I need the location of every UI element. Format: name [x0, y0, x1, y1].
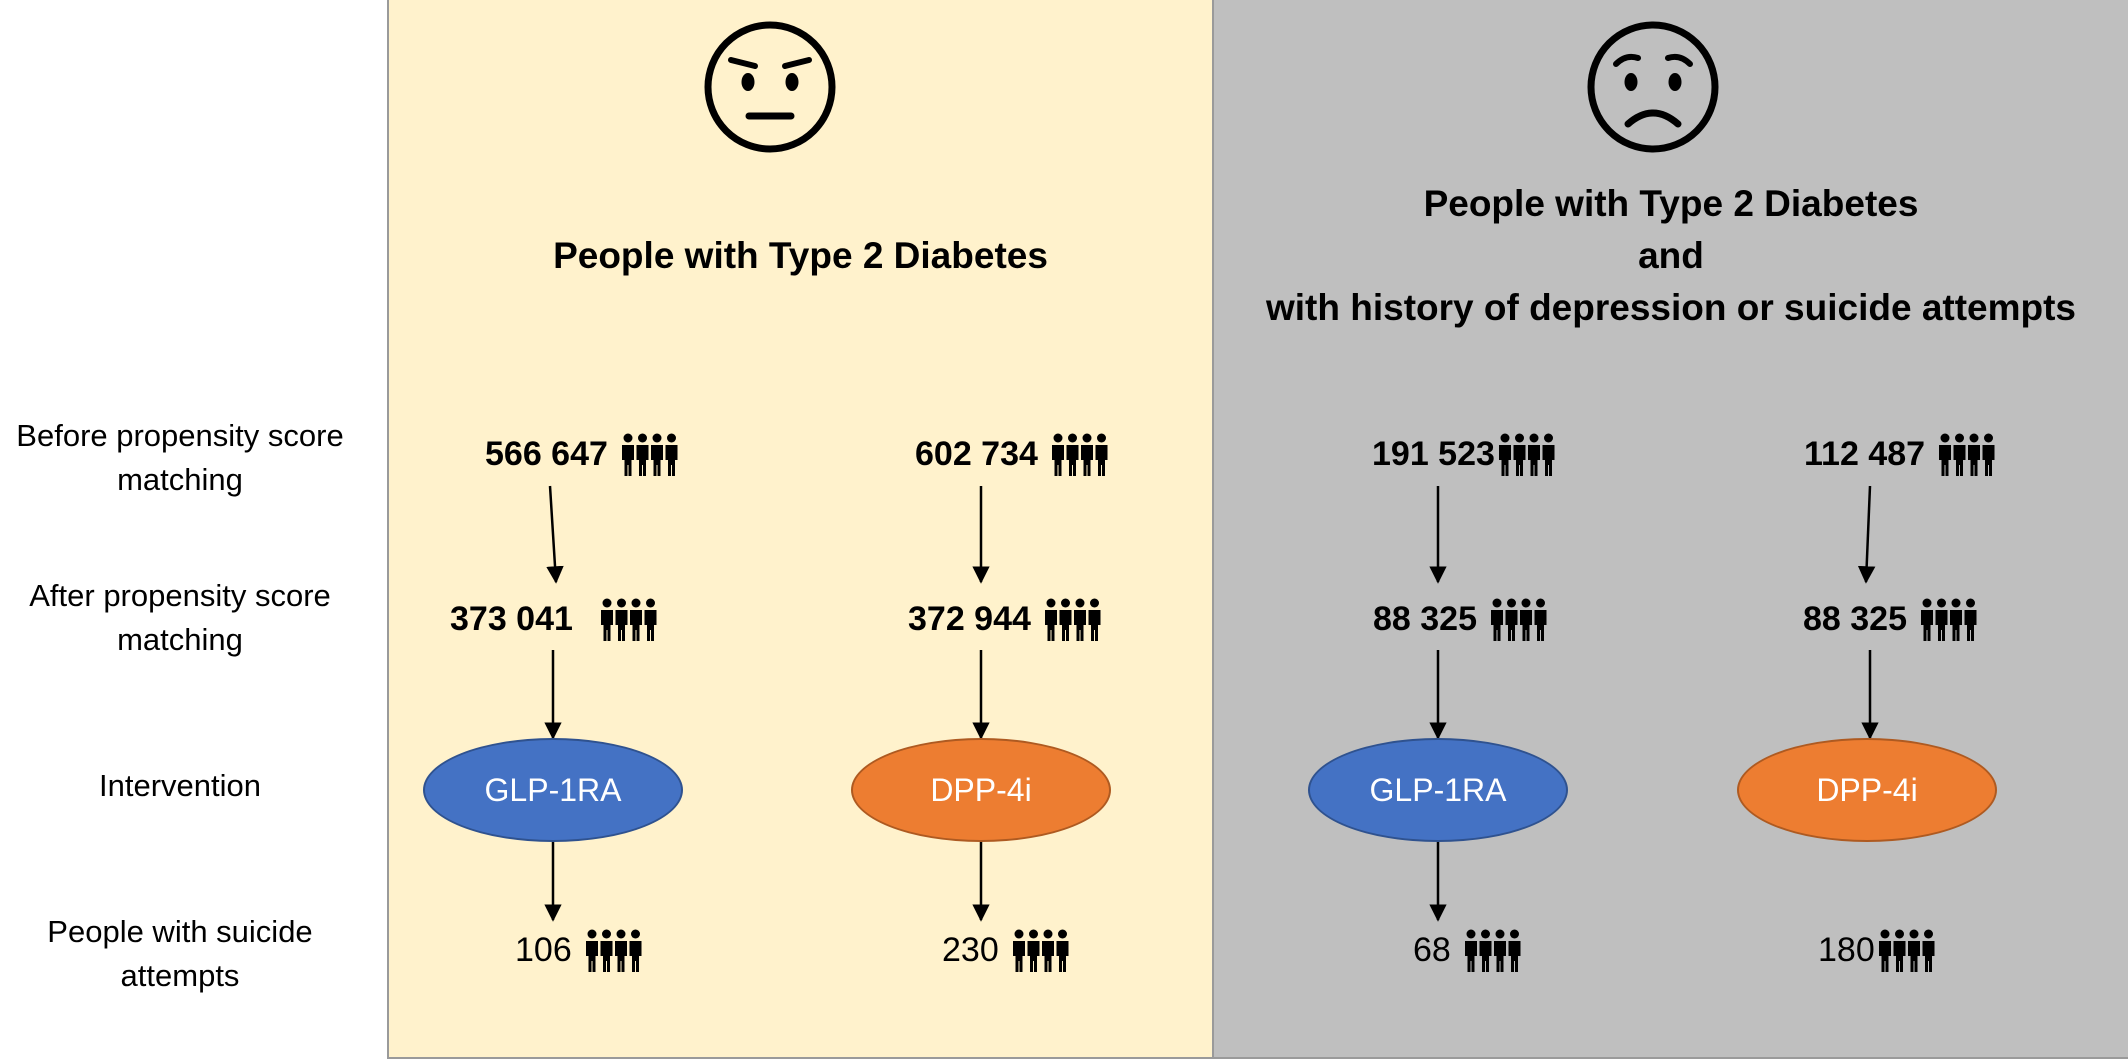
count-value: 191 523	[1372, 434, 1495, 473]
people-group-icon	[1050, 432, 1110, 476]
right-glp-after-count: 88 325	[1373, 597, 1549, 641]
right-glp-suicide-count: 68	[1413, 928, 1523, 972]
right-glp-before-count: 191 523	[1372, 432, 1557, 476]
count-value: 372 944	[908, 599, 1031, 638]
people-group-icon	[1497, 432, 1557, 476]
count-value: 180	[1818, 930, 1875, 969]
left-glp-before-count: 566 647	[485, 432, 680, 476]
people-group-icon	[1043, 597, 1103, 641]
people-group-icon	[1877, 928, 1937, 972]
right-glp-1ra-oval: GLP-1RA	[1308, 738, 1568, 842]
left-dpp-suicide-count: 230	[942, 928, 1071, 972]
left-panel	[387, 0, 1214, 1059]
count-value: 68	[1413, 930, 1451, 969]
people-group-icon	[584, 928, 644, 972]
people-group-icon	[599, 597, 659, 641]
left-glp-after-count: 373 041	[450, 597, 659, 641]
right-dpp-suicide-count: 180	[1818, 928, 1937, 972]
count-value: 112 487	[1804, 434, 1926, 473]
neutral-face-icon	[704, 21, 836, 153]
arrow-left-glp-before-after	[546, 485, 564, 584]
row-label-intervention: Intervention	[99, 768, 261, 803]
people-group-icon	[1463, 928, 1523, 972]
people-group-icon	[1011, 928, 1071, 972]
people-group-icon	[1937, 432, 1997, 476]
left-glp-suicide-count: 106	[515, 928, 644, 972]
left-dpp-before-count: 602 734	[915, 432, 1110, 476]
people-group-icon	[620, 432, 680, 476]
people-group-icon	[1919, 597, 1979, 641]
right-panel-title-line2: and	[1638, 235, 1704, 276]
left-dpp-after-count: 372 944	[908, 597, 1103, 641]
count-value: 88 325	[1803, 599, 1907, 638]
count-value: 106	[515, 930, 572, 969]
count-value: 566 647	[485, 434, 608, 473]
count-value: 230	[942, 930, 999, 969]
left-panel-title: People with Type 2 Diabetes	[553, 235, 1048, 276]
right-dpp-4i-oval: DPP-4i	[1737, 738, 1997, 842]
count-value: 602 734	[915, 434, 1038, 473]
worried-face-icon	[1587, 21, 1719, 153]
right-panel	[1214, 0, 2128, 1059]
right-panel-title-line3: with history of depression or suicide at…	[1265, 287, 2077, 328]
row-label-suicide-attempts: People with suicide attempts	[47, 914, 313, 993]
count-value: 373 041	[450, 599, 573, 638]
count-value: 88 325	[1373, 599, 1477, 638]
arrow-right-dpp-before-after	[1857, 485, 1876, 584]
right-dpp-after-count: 88 325	[1803, 597, 1979, 641]
row-label-after-matching: After propensity score matching	[29, 578, 331, 657]
right-panel-title-line1: People with Type 2 Diabetes	[1423, 183, 1919, 224]
left-glp-1ra-oval: GLP-1RA	[423, 738, 683, 842]
people-group-icon	[1489, 597, 1549, 641]
left-dpp-4i-oval: DPP-4i	[851, 738, 1111, 842]
row-label-before-matching: Before propensity score matching	[16, 418, 344, 497]
right-dpp-before-count: 112 487	[1804, 432, 1997, 476]
